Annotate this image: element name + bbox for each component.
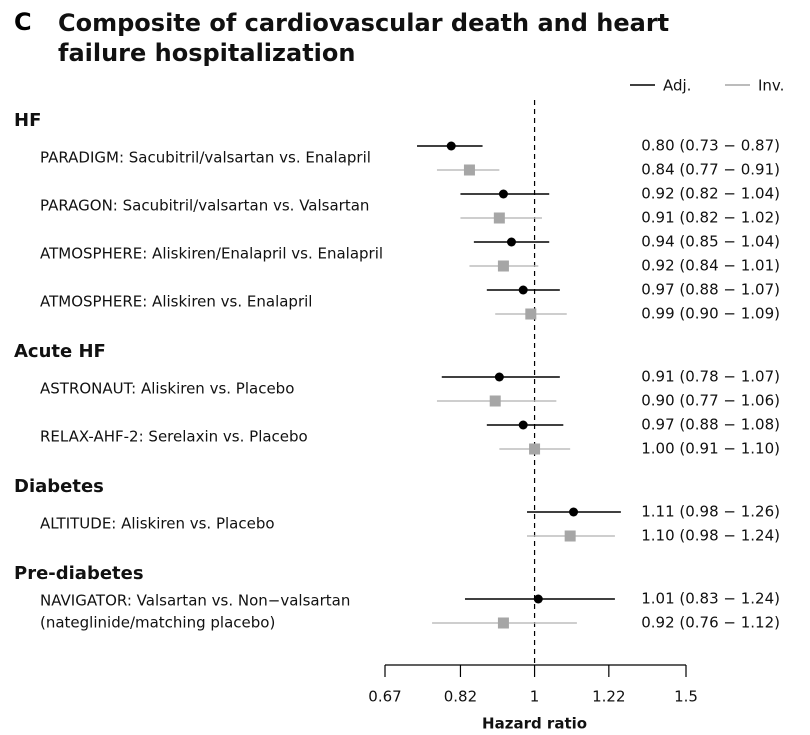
point-estimate [525,308,537,320]
chart-title: Composite of cardiovascular death and he… [58,9,670,67]
point-estimate [497,617,509,629]
category-label: (nateglinide/matching placebo) [40,614,275,632]
legend-label: Inv. [758,77,784,95]
value-label: 0.91 (0.78 − 1.07) [641,368,780,386]
point-estimate [533,594,543,604]
point-estimate [564,530,576,542]
point-estimate [446,141,456,151]
value-label: 0.97 (0.88 − 1.07) [641,281,780,299]
value-label: 0.92 (0.84 − 1.01) [641,257,780,275]
point-estimate [498,189,508,199]
x-tick-label: 1.5 [674,688,698,706]
point-estimate [489,395,501,407]
value-label: 0.92 (0.82 − 1.04) [641,185,780,203]
value-label: 0.90 (0.77 − 1.06) [641,392,780,410]
category-label: RELAX-AHF-2: Serelaxin vs. Placebo [40,428,308,446]
category-label: ALTITUDE: Aliskiren vs. Placebo [40,515,275,533]
value-label: 1.10 (0.98 − 1.24) [641,527,780,545]
group-header: Acute HF [14,341,106,362]
x-tick-label: 1.22 [592,688,625,706]
value-label: 0.92 (0.76 − 1.12) [641,614,780,632]
value-label: 0.94 (0.85 − 1.04) [641,233,780,251]
point-estimate [463,164,475,176]
group-header: Diabetes [14,476,104,497]
point-estimate [518,420,528,430]
x-axis-label: Hazard ratio [482,715,587,733]
x-tick-label: 0.82 [444,688,477,706]
category-label: ASTRONAUT: Aliskiren vs. Placebo [40,380,294,398]
point-estimate [497,260,509,272]
x-tick-label: 1 [530,688,540,706]
category-label: ATMOSPHERE: Aliskiren/Enalapril vs. Enal… [40,245,383,263]
value-label: 0.84 (0.77 − 0.91) [641,161,780,179]
point-estimate [529,443,541,455]
point-estimate [494,372,504,382]
value-label: 1.11 (0.98 − 1.26) [641,503,780,521]
value-label: 1.01 (0.83 − 1.24) [641,590,780,608]
point-estimate [518,285,528,295]
point-estimate [569,507,579,517]
value-label: 0.91 (0.82 − 1.02) [641,209,780,227]
group-header: Pre-diabetes [14,563,144,584]
category-label: ATMOSPHERE: Aliskiren vs. Enalapril [40,293,312,311]
value-label: 1.00 (0.91 − 1.10) [641,440,780,458]
category-label: PARADIGM: Sacubitril/valsartan vs. Enala… [40,149,371,167]
panel-label: C [14,8,32,36]
legend-label: Adj. [663,77,691,95]
point-estimate [493,212,505,224]
x-tick-label: 0.67 [368,688,401,706]
value-label: 0.80 (0.73 − 0.87) [641,137,780,155]
point-estimate [506,237,516,247]
value-label: 0.99 (0.90 − 1.09) [641,305,780,323]
group-header: HF [14,110,41,131]
category-label: PARAGON: Sacubitril/valsartan vs. Valsar… [40,197,369,215]
value-label: 0.97 (0.88 − 1.08) [641,416,780,434]
category-label: NAVIGATOR: Valsartan vs. Non−valsartan [40,592,350,610]
